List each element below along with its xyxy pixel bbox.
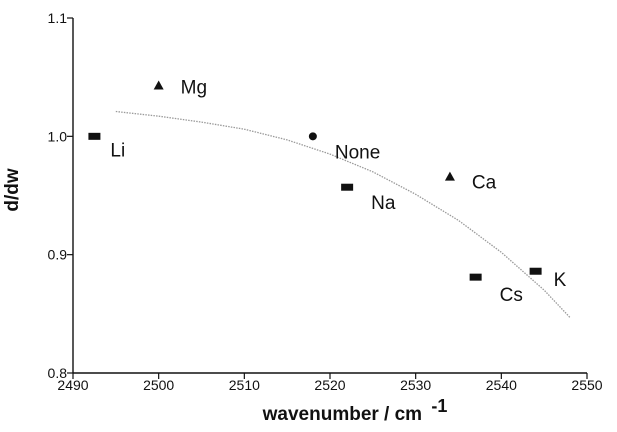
- x-tick-label: 2500: [143, 377, 174, 393]
- y-tick-label: 1.1: [48, 10, 68, 26]
- data-points: [88, 80, 542, 281]
- x-tick-label: 2510: [229, 377, 260, 393]
- x-tick-label: 2540: [486, 377, 517, 393]
- point-label-mg: Mg: [181, 77, 207, 98]
- y-tick-label: 0.9: [48, 247, 68, 263]
- data-point-li: [88, 132, 101, 140]
- y-axis-ticks: 0.8 0.9 1.0 1.1: [48, 10, 73, 381]
- x-axis-title: wavenumber / cm -1: [262, 396, 448, 425]
- point-label-ca: Ca: [472, 173, 497, 194]
- x-tick-label: 2490: [57, 377, 88, 393]
- data-point-none: [308, 132, 317, 141]
- plot-frame: [72, 18, 587, 374]
- fit-curve: [115, 110, 571, 318]
- point-label-k: K: [554, 270, 567, 291]
- data-point-cs: [469, 273, 482, 281]
- data-point-mg: [153, 80, 164, 90]
- x-axis-title-text: wavenumber / cm: [262, 404, 422, 425]
- data-point-labels: Li Mg None Na Ca Cs K: [110, 77, 566, 306]
- y-axis-title: d/dw: [2, 168, 23, 211]
- point-label-li: Li: [110, 140, 125, 161]
- data-point-na: [341, 183, 354, 191]
- x-tick-label: 2550: [571, 377, 602, 393]
- x-tick-label: 2530: [400, 377, 431, 393]
- x-axis-ticks: 2490 2500 2510 2520 2530 2540 2550: [57, 373, 603, 393]
- point-label-none: None: [335, 142, 380, 163]
- y-tick-label: 0.8: [48, 365, 68, 381]
- point-label-na: Na: [371, 193, 396, 214]
- data-point-ca: [444, 171, 455, 181]
- y-tick-label: 1.0: [48, 128, 68, 144]
- point-label-cs: Cs: [500, 285, 523, 306]
- x-axis-title-exponent: -1: [431, 396, 447, 416]
- x-tick-label: 2520: [314, 377, 345, 393]
- data-point-k: [529, 267, 542, 275]
